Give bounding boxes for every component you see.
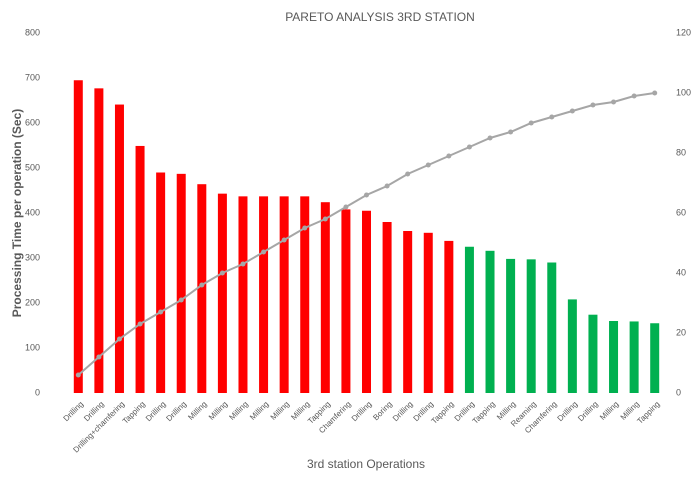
cumulative-point <box>631 93 637 99</box>
cumulative-point <box>96 354 102 360</box>
bar <box>217 193 227 393</box>
x-tick-label: Tapping <box>121 400 147 426</box>
cumulative-point <box>178 297 184 303</box>
y2-tick-label: 20 <box>676 327 686 337</box>
y-tick-label: 300 <box>25 252 40 262</box>
bar <box>403 231 413 393</box>
x-tick-label: Tapping <box>635 400 661 426</box>
bar <box>279 196 289 393</box>
cumulative-point <box>652 90 658 96</box>
bar <box>485 250 495 393</box>
x-tick-label: Milling <box>207 400 229 422</box>
bar <box>506 258 516 393</box>
cumulative-point <box>261 249 267 255</box>
bar <box>362 210 371 393</box>
bar <box>94 88 104 393</box>
x-tick-label: Drilling <box>62 400 86 424</box>
bar <box>197 184 207 393</box>
y-tick-label: 100 <box>25 342 40 352</box>
bar <box>423 232 433 393</box>
x-tick-label: Drilling <box>144 400 168 424</box>
bar <box>238 196 248 393</box>
bar <box>320 202 330 393</box>
cumulative-point <box>446 153 452 159</box>
x-tick-label: Milling <box>248 400 270 422</box>
cumulative-point <box>75 372 81 378</box>
cumulative-point <box>549 114 555 120</box>
bar <box>444 240 454 393</box>
y-tick-label: 800 <box>25 27 40 37</box>
bar <box>156 172 166 393</box>
x-tick-label: Drilling <box>556 400 580 424</box>
y2-tick-label: 100 <box>676 87 691 97</box>
y-tick-label: 700 <box>25 72 40 82</box>
cumulative-point <box>158 309 164 315</box>
bar <box>650 323 660 393</box>
bar <box>567 299 577 393</box>
x-tick-label: Milling <box>269 400 291 422</box>
cumulative-point <box>590 102 596 108</box>
bar <box>259 196 269 393</box>
bar <box>114 104 124 394</box>
bar <box>547 262 557 393</box>
cumulative-point <box>219 270 225 276</box>
bar <box>464 246 474 393</box>
y-tick-label: 200 <box>25 297 40 307</box>
x-tick-label: Tapping <box>430 400 456 426</box>
cumulative-point <box>240 261 246 267</box>
x-tick-label: Milling <box>598 400 620 422</box>
x-tick-label: Drilling <box>391 400 415 424</box>
x-tick-label: Drilling <box>576 400 600 424</box>
y-tick-label: 0 <box>35 387 40 397</box>
y2-tick-label: 60 <box>676 207 686 217</box>
cumulative-point <box>611 99 617 105</box>
bar <box>300 196 310 393</box>
bar <box>73 80 83 393</box>
y2-tick-label: 40 <box>676 267 686 277</box>
y-tick-label: 500 <box>25 162 40 172</box>
bar <box>609 321 619 393</box>
bar <box>382 222 392 393</box>
bar <box>341 209 351 393</box>
x-tick-label: Milling <box>227 400 249 422</box>
x-tick-label: Boring <box>371 400 394 423</box>
cumulative-point <box>384 183 390 189</box>
cumulative-point <box>466 144 472 150</box>
bar <box>176 173 186 393</box>
y-tick-label: 400 <box>25 207 40 217</box>
chart-title: PARETO ANALYSIS 3RD STATION <box>285 10 475 24</box>
y2-tick-label: 0 <box>676 387 681 397</box>
bar <box>135 145 145 393</box>
cumulative-point <box>137 321 143 327</box>
x-axis-label: 3rd station Operations <box>307 457 425 471</box>
y2-tick-label: 120 <box>676 27 691 37</box>
cumulative-point <box>302 225 308 231</box>
x-tick-label: Drilling <box>164 400 188 424</box>
bar <box>588 314 598 393</box>
cumulative-point <box>199 282 205 288</box>
y-tick-label: 600 <box>25 117 40 127</box>
cumulative-point <box>281 237 287 243</box>
x-tick-label: Tapping <box>471 400 497 426</box>
cumulative-point <box>508 129 514 135</box>
bar <box>629 321 639 393</box>
cumulative-point <box>487 135 493 141</box>
cumulative-point <box>425 162 431 168</box>
cumulative-point <box>322 216 328 222</box>
y2-tick-label: 80 <box>676 147 686 157</box>
cumulative-point <box>364 192 369 198</box>
x-tick-label: Milling <box>186 400 208 422</box>
bar <box>526 259 536 393</box>
cumulative-point <box>116 336 122 342</box>
cumulative-point <box>343 204 349 210</box>
cumulative-point <box>569 108 575 114</box>
x-tick-label: Drilling <box>350 400 374 424</box>
y-axis-label: Processing Time per operation (Sec) <box>10 109 24 318</box>
cumulative-point <box>528 120 534 126</box>
cumulative-point <box>405 171 411 177</box>
